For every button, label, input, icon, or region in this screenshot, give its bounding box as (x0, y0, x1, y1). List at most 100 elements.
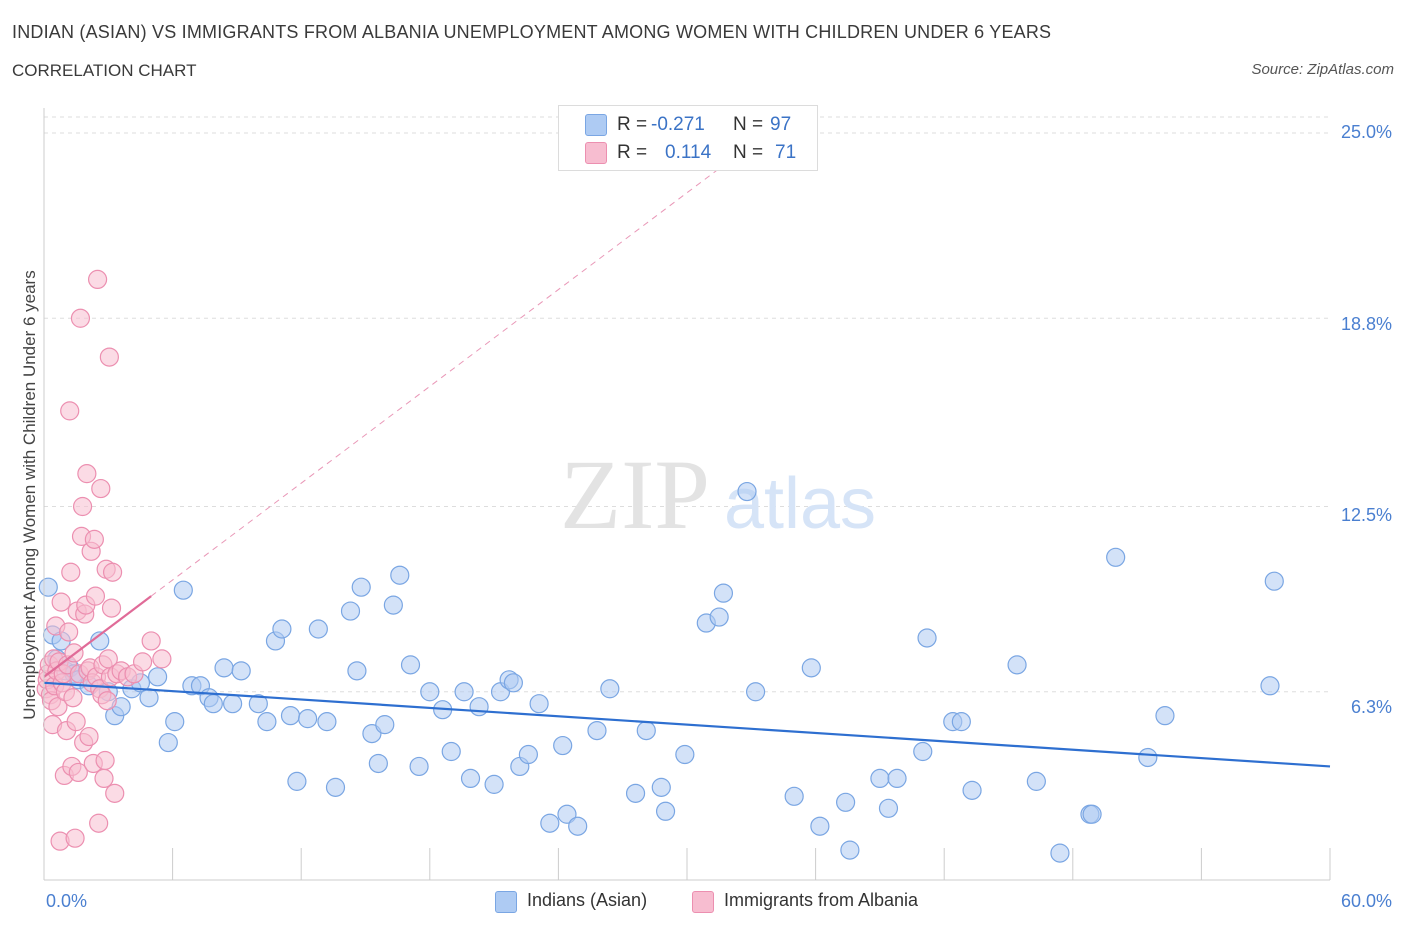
legend-swatch-pink (692, 891, 714, 913)
indians-asian-point (317, 712, 337, 732)
indians-asian-point (600, 679, 620, 699)
indians-asian-point (810, 816, 830, 836)
albania-point (60, 401, 80, 421)
albania-point (101, 598, 122, 618)
source-label: Source: ZipAtlas.com (1251, 61, 1394, 78)
legend-n-label: N = (733, 142, 764, 163)
indians-asian-point (840, 840, 860, 860)
indians-asian-point (913, 741, 933, 762)
indians-asian-point (529, 694, 549, 714)
indians-asian-point (257, 712, 277, 732)
chart-title: INDIAN (ASIAN) VS IMMIGRANTS FROM ALBANI… (12, 22, 1052, 42)
y-tick-label: 18.8% (1340, 314, 1392, 334)
indians-asian-point (557, 804, 577, 824)
indians-asian-point (390, 565, 410, 585)
indians-asian-point (655, 801, 676, 821)
indians-asian-trend-line (43, 681, 1331, 768)
indians-asian-point (625, 783, 646, 803)
legend-r-label: R = (617, 142, 648, 163)
legend-swatch-pink (585, 142, 607, 164)
albania-point (51, 592, 71, 612)
legend-n-label: N = (733, 114, 764, 135)
indians-asian-point (248, 694, 268, 714)
series-albania-points (36, 269, 172, 851)
indians-asian-point (147, 667, 168, 687)
indians-asian-point (409, 756, 429, 777)
legend-r-label: R = (617, 114, 648, 135)
indians-asian-point (917, 628, 937, 648)
indians-asian-point (368, 753, 388, 774)
indians-asian-point (165, 712, 185, 732)
trend-lines (43, 114, 1331, 768)
indians-asian-point (737, 481, 757, 502)
x-tick-label: 0.0% (46, 891, 88, 911)
albania-point (132, 652, 153, 672)
legend-n-value: 71 (775, 142, 797, 163)
indians-asian-point (568, 816, 588, 836)
indians-asian-point (173, 580, 193, 600)
indians-asian-point (553, 735, 573, 756)
indians-asian-point (878, 798, 899, 818)
indians-asian-point (231, 661, 251, 681)
indians-asian-point (139, 688, 159, 708)
indians-asian-point (1026, 771, 1046, 791)
albania-point (91, 478, 111, 499)
x-axis-ticks (43, 848, 1331, 880)
indians-asian-point (280, 706, 301, 726)
albania-point (59, 622, 79, 642)
indians-asian-point (836, 792, 856, 812)
indians-asian-point (587, 720, 607, 741)
albania-trend-line (43, 595, 152, 678)
albania-point (63, 688, 83, 708)
indians-asian-point (503, 673, 523, 693)
indians-asian-point (287, 771, 307, 791)
albania-point (68, 762, 88, 783)
indians-asian-point (298, 709, 318, 729)
indians-asian-point (1082, 804, 1102, 824)
albania-trend-extrapolation (150, 114, 791, 597)
chart-subtitle: CORRELATION CHART (12, 61, 197, 80)
series-name: Immigrants from Albania (724, 890, 919, 910)
indians-asian-point (1050, 843, 1070, 863)
indians-asian-point (38, 577, 58, 597)
albania-point (61, 562, 81, 582)
albania-point (89, 813, 109, 833)
indians-asian-point (962, 780, 982, 800)
albania-point (99, 347, 119, 367)
y-axis-label: Unemployment Among Women with Children U… (20, 270, 39, 720)
indians-asian-point (325, 777, 346, 797)
albania-point (79, 726, 99, 747)
indians-asian-point (420, 682, 440, 702)
albania-point (102, 562, 123, 582)
albania-point (70, 308, 91, 328)
indians-asian-point (223, 694, 243, 714)
indians-asian-point (745, 682, 766, 702)
albania-point (85, 586, 106, 606)
indians-asian-point (340, 601, 361, 621)
albania-point (141, 631, 161, 651)
legend-r-value: 0.114 (665, 142, 712, 163)
series-name: Indians (Asian) (527, 890, 648, 910)
indians-asian-point (1138, 747, 1158, 768)
albania-point (105, 783, 125, 803)
albania-point (95, 750, 115, 771)
indians-asian-point (784, 786, 804, 806)
indians-asian-point (870, 768, 890, 789)
legend-swatch-blue (495, 891, 517, 913)
legend-r-value: -0.271 (651, 114, 705, 135)
y-tick-label: 12.5% (1340, 505, 1392, 525)
indians-asian-point (709, 607, 729, 627)
indians-asian-point (214, 658, 234, 678)
albania-point (72, 496, 93, 517)
indians-asian-point (801, 658, 821, 678)
indians-asian-point (636, 720, 656, 741)
indians-asian-point (375, 715, 395, 735)
indians-asian-point (1106, 547, 1126, 567)
indians-asian-point (951, 712, 971, 732)
legend-swatch-blue (585, 114, 607, 136)
indians-asian-point (351, 577, 371, 597)
albania-point (87, 269, 108, 290)
albania-point (77, 464, 97, 484)
indians-asian-point (441, 741, 461, 762)
indians-asian-point (713, 583, 734, 603)
